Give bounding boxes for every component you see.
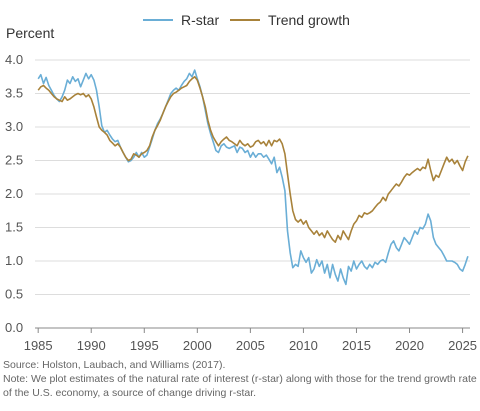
- y-axis-label: Percent: [6, 25, 54, 41]
- y-tick-labels: 0.0 0.5 1.0 1.5 2.0 2.5 3.0 3.5 4.0: [5, 52, 23, 335]
- y-tick-label: 0.5: [5, 287, 23, 302]
- gridlines: [35, 59, 470, 329]
- series-line-trend-growth: [37, 76, 469, 243]
- x-tick-label: 2015: [342, 338, 371, 353]
- x-tick-label: 2025: [448, 338, 477, 353]
- legend-label-trend-growth: Trend growth: [268, 12, 350, 28]
- x-tick-label: 2000: [183, 338, 212, 353]
- explanatory-note: Note: We plot estimates of the natural r…: [3, 373, 477, 399]
- y-tick-label: 2.0: [5, 186, 23, 201]
- y-tick-label: 2.5: [5, 153, 23, 168]
- series-line-r-star: [37, 69, 469, 286]
- x-tick-label: 1995: [130, 338, 159, 353]
- y-tick-label: 3.5: [5, 86, 23, 101]
- x-axis: 1985 1990 1995 2000 2005 2010 2015 2020 2025: [24, 328, 477, 353]
- y-tick-label: 3.0: [5, 119, 23, 134]
- x-tick-label: 2020: [395, 338, 424, 353]
- x-tick-label: 2010: [289, 338, 318, 353]
- legend: R-star Trend growth: [143, 12, 350, 28]
- y-tick-label: 0.0: [5, 320, 23, 335]
- y-tick-label: 1.0: [5, 253, 23, 268]
- x-tick-label: 1990: [77, 338, 106, 353]
- chart-notes: Source: Holston, Laubach, and Williams (…: [3, 358, 479, 400]
- legend-label-r-star: R-star: [181, 12, 219, 28]
- source-note: Source: Holston, Laubach, and Williams (…: [3, 359, 226, 371]
- x-tick-label: 1985: [24, 338, 53, 353]
- line-chart: R-star Trend growth Percent 0.0 0.5 1.0 1.5…: [5, 12, 477, 353]
- y-tick-label: 1.5: [5, 220, 23, 235]
- y-tick-label: 4.0: [5, 52, 23, 67]
- series-lines: [37, 69, 469, 286]
- x-tick-label: 2005: [236, 338, 265, 353]
